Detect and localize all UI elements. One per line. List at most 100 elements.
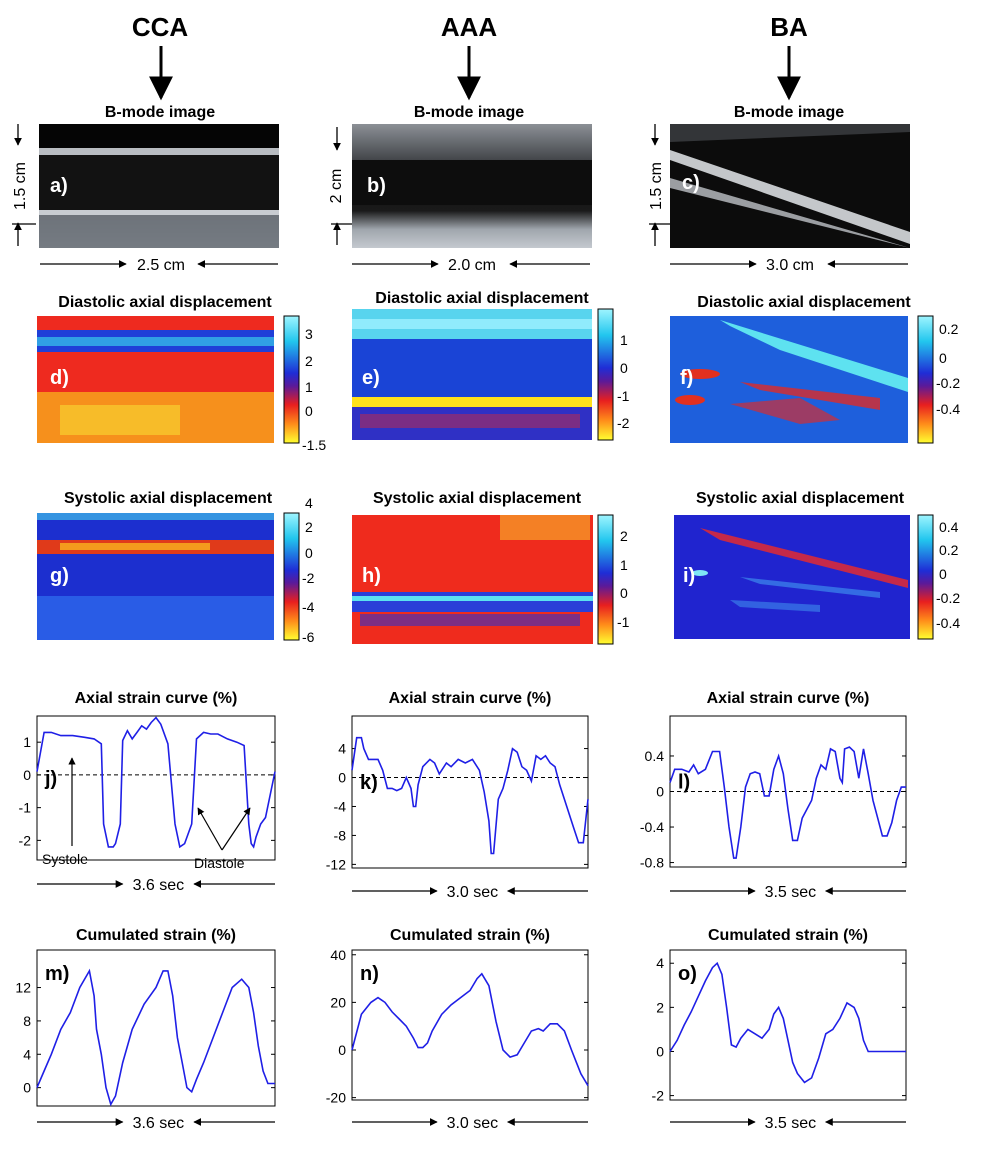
- chart-title-o: Cumulated strain (%): [708, 927, 868, 944]
- x-axis-label-o: 3.5 sec: [765, 1115, 817, 1132]
- diastolic-title-aaa: Diastolic axial displacement: [375, 290, 589, 307]
- y-tick-label-l: 0: [656, 784, 664, 800]
- panel-label-e: e): [362, 367, 380, 389]
- plot-frame-k: [351, 715, 589, 869]
- y-tick-label-j: -1: [19, 800, 32, 816]
- x-axis-label-j: 3.6 sec: [133, 877, 185, 894]
- panel-label-m: m): [45, 963, 69, 985]
- svg-text:2: 2: [305, 353, 313, 369]
- bmode-title-cca: B-mode image: [105, 104, 215, 121]
- y-tick-label-j: 1: [23, 734, 31, 750]
- axial-dimension-label-cca: 1.5 cm: [12, 162, 29, 210]
- y-tick-label-o: 4: [656, 955, 664, 971]
- svg-text:-2: -2: [302, 570, 315, 586]
- svg-text:-0.2: -0.2: [936, 375, 960, 391]
- systolic-title-ba: Systolic axial displacement: [696, 490, 905, 507]
- x-axis-label-l: 3.5 sec: [765, 884, 817, 901]
- y-tick-label-l: -0.4: [640, 819, 664, 835]
- panel-label-n: n): [360, 963, 379, 985]
- series-line-j: [36, 716, 276, 849]
- svg-text:-6: -6: [302, 629, 315, 645]
- column-title-aaa: AAA: [441, 12, 498, 42]
- colorbar-i: [917, 514, 934, 640]
- svg-text:-1.5: -1.5: [302, 437, 326, 453]
- series-line-m: [36, 968, 275, 1107]
- colorbar-ticks-e: 1 0 -1 -2: [617, 332, 630, 431]
- colorbar-d: [283, 315, 300, 444]
- svg-text:4: 4: [305, 495, 313, 511]
- y-tick-label-o: 2: [656, 999, 664, 1015]
- y-tick-label-j: 0: [23, 767, 31, 783]
- axial-dimension-label-aaa: 2 cm: [328, 169, 345, 204]
- displacement-map-e: [352, 309, 592, 440]
- cumulated-chart-n: Cumulated strain (%) 40 20 0 -20 n) 3.0 sec: [326, 927, 589, 1132]
- svg-text:0: 0: [620, 585, 628, 601]
- displacement-map-d: [37, 316, 274, 443]
- panel-label-h: h): [362, 565, 381, 587]
- diastolic-title-ba: Diastolic axial displacement: [697, 294, 911, 311]
- panel-label-g: g): [50, 565, 69, 587]
- bmode-image-ba: [670, 124, 910, 248]
- bmode-title-ba: B-mode image: [734, 104, 844, 121]
- y-tick-label-o: 0: [656, 1043, 664, 1059]
- panel-label-j: j): [44, 768, 57, 790]
- cumulated-chart-o: Cumulated strain (%) 4 2 0 -2 o) 3.5 sec: [652, 927, 907, 1132]
- axial-dimension-label-ba: 1.5 cm: [648, 162, 665, 210]
- svg-text:0: 0: [939, 350, 947, 366]
- svg-text:-0.4: -0.4: [936, 615, 960, 631]
- chart-title-k: Axial strain curve (%): [389, 690, 552, 707]
- axial-dimension-ba: 1.5 cm: [648, 124, 670, 246]
- lateral-dimension-label-cca: 2.5 cm: [137, 257, 185, 274]
- colorbar-ticks-d: 3 2 1 0 -1.5: [302, 326, 326, 453]
- svg-text:2: 2: [305, 519, 313, 535]
- svg-text:-0.2: -0.2: [936, 590, 960, 606]
- y-tick-label-n: 40: [330, 947, 346, 963]
- axial-dimension-cca: 1.5 cm: [12, 124, 36, 246]
- lateral-dimension-cca: 2.5 cm: [40, 257, 278, 274]
- svg-text:1: 1: [620, 332, 628, 348]
- colorbar-ticks-h: 2 1 0 -1: [617, 528, 630, 630]
- panel-label-i: i): [683, 565, 695, 587]
- colorbar-f: [917, 315, 934, 444]
- lateral-dimension-label-ba: 3.0 cm: [766, 257, 814, 274]
- y-tick-label-k: 4: [338, 741, 346, 757]
- systole-annotation: Systole: [42, 757, 88, 867]
- systolic-title-aaa: Systolic axial displacement: [373, 490, 582, 507]
- bmode-title-aaa: B-mode image: [414, 104, 524, 121]
- axial-dimension-aaa: 2 cm: [328, 127, 352, 245]
- panel-label-l: l): [678, 771, 690, 793]
- y-tick-label-n: 20: [330, 994, 346, 1010]
- svg-text:1: 1: [620, 557, 628, 573]
- diastole-annotation: Diastole: [194, 807, 251, 871]
- y-tick-label-k: -4: [334, 798, 347, 814]
- svg-text:2: 2: [620, 528, 628, 544]
- y-tick-label-m: 8: [23, 1013, 31, 1029]
- bmode-image-cca: [39, 124, 279, 248]
- y-tick-label-k: -12: [326, 856, 346, 872]
- svg-text:-2: -2: [617, 415, 630, 431]
- colorbar-ticks-f: 0.2 0 -0.2 -0.4: [936, 321, 960, 417]
- y-tick-label-n: 0: [338, 1042, 346, 1058]
- x-axis-label-n: 3.0 sec: [447, 1115, 499, 1132]
- panel-label-d: d): [50, 367, 69, 389]
- displacement-map-g: [37, 513, 274, 640]
- panel-label-o: o): [678, 963, 697, 985]
- strain-chart-l: Axial strain curve (%) 0.4 0 -0.4 -0.8 l) 3.5 …: [640, 690, 907, 901]
- bmode-image-aaa: [352, 124, 592, 248]
- y-tick-label-k: -8: [334, 827, 347, 843]
- diastolic-title-cca: Diastolic axial displacement: [58, 294, 272, 311]
- colorbar-ticks-g: 4 2 0 -2 -4 -6: [302, 495, 315, 645]
- colorbar-e: [597, 308, 614, 441]
- series-line-l: [669, 746, 906, 859]
- plot-frame-m: [36, 949, 276, 1107]
- svg-text:1: 1: [305, 379, 313, 395]
- svg-text:0: 0: [305, 545, 313, 561]
- series-line-k: [351, 736, 589, 855]
- svg-text:-0.4: -0.4: [936, 401, 960, 417]
- colorbar-h: [597, 514, 614, 645]
- lateral-dimension-aaa: 2.0 cm: [352, 257, 590, 274]
- svg-text:0: 0: [620, 360, 628, 376]
- colorbar-ticks-i: 0.4 0.2 0 -0.2 -0.4: [936, 519, 960, 631]
- svg-text:0.2: 0.2: [939, 321, 959, 337]
